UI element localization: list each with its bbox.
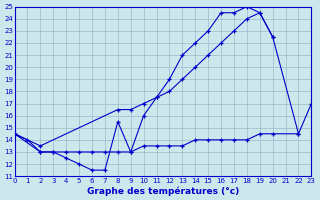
X-axis label: Graphe des températures (°c): Graphe des températures (°c) xyxy=(87,186,239,196)
